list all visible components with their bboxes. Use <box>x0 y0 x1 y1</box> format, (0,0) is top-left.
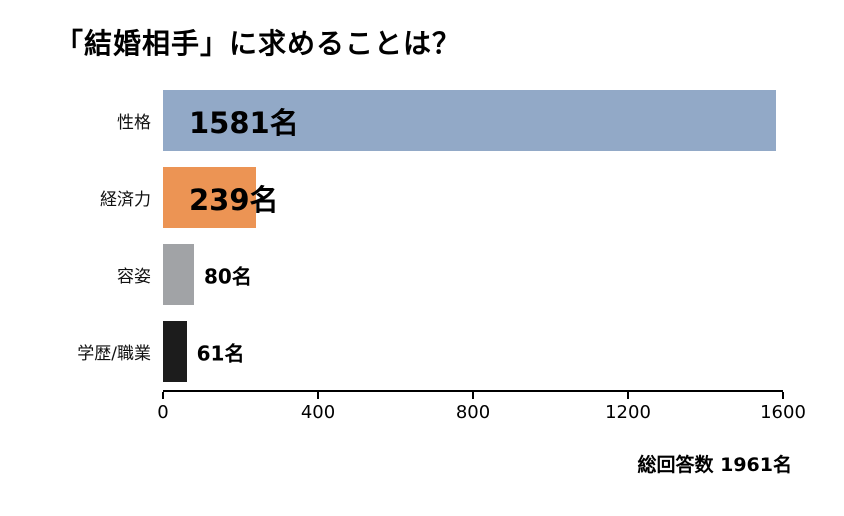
chart-title: 「結婚相手」に求めることは？ <box>55 27 462 60</box>
value-label: 61名 <box>196 341 245 365</box>
category-label: 容姿 <box>117 267 151 287</box>
bar-track: 239名 <box>163 167 783 228</box>
bar-row: 経済力 239名 <box>0 159 783 236</box>
value-label: 1581名 <box>189 105 299 140</box>
x-axis: 0 400 800 1200 1600 <box>157 390 806 432</box>
axis-tick-mark <box>782 392 784 399</box>
bar-track: 1581名 <box>163 90 783 151</box>
bar <box>163 244 194 305</box>
value-label: 239名 <box>189 182 279 217</box>
bar-row: 容姿 80名 <box>0 236 783 313</box>
bar-row: 性格 1581名 <box>0 82 783 159</box>
bar-rows: 性格 1581名経済力 239名容姿 80名学歴/職業 61名 <box>0 82 783 390</box>
total-annotation: 総回答数 1961名 <box>637 454 793 476</box>
axis-tick-label: 1200 <box>605 402 651 423</box>
bar-track: 80名 <box>163 244 783 305</box>
axis-tick-label: 800 <box>455 402 491 423</box>
axis-tick-mark <box>472 392 474 399</box>
bar <box>163 90 776 151</box>
category-label: 性格 <box>117 113 151 133</box>
bar <box>163 167 256 228</box>
bar <box>163 321 187 382</box>
axis-tick-mark <box>317 392 319 399</box>
axis-tick-label: 400 <box>300 402 336 423</box>
category-label: 経済力 <box>100 190 151 210</box>
bar-track: 61名 <box>163 321 783 382</box>
axis-tick-label: 1600 <box>760 402 806 423</box>
category-label: 学歴/職業 <box>77 344 151 364</box>
axis-tick-mark <box>627 392 629 399</box>
axis-tick-mark <box>162 392 164 399</box>
axis-tick-label: 0 <box>157 402 169 423</box>
horizontal-bar-chart: 性格 1581名経済力 239名容姿 80名学歴/職業 61名 0 400 800 1200 1… <box>0 82 806 432</box>
value-label: 80名 <box>204 264 252 288</box>
bar-row: 学歴/職業 61名 <box>0 313 783 390</box>
